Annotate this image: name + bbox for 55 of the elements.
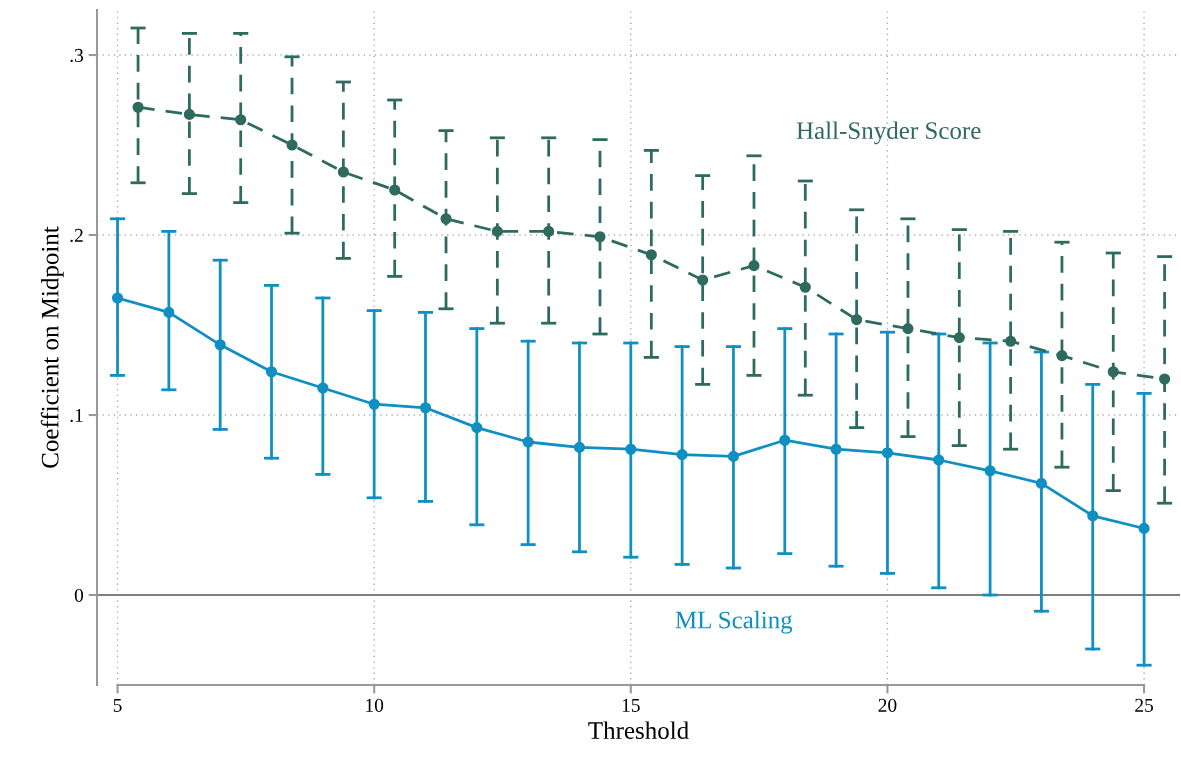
point xyxy=(851,314,863,326)
point xyxy=(953,332,965,344)
point xyxy=(389,184,401,196)
point xyxy=(440,213,452,225)
point xyxy=(594,231,606,243)
point xyxy=(522,436,534,448)
y-tick-label: .1 xyxy=(70,408,83,423)
point xyxy=(471,422,483,434)
point xyxy=(286,139,298,151)
point xyxy=(265,366,278,378)
x-axis-title: Threshold xyxy=(588,721,689,739)
point xyxy=(933,454,945,466)
x-tick-label: 25 xyxy=(1135,698,1154,712)
point xyxy=(881,447,893,459)
point xyxy=(163,306,175,318)
point xyxy=(573,441,586,453)
point xyxy=(799,281,811,293)
point xyxy=(183,108,195,120)
point xyxy=(1159,373,1171,385)
point xyxy=(111,292,124,304)
point xyxy=(830,443,842,455)
y-tick-label: .2 xyxy=(70,228,83,243)
point xyxy=(1035,477,1047,489)
x-tick-label: 5 xyxy=(113,698,122,712)
point xyxy=(625,443,637,455)
point xyxy=(727,450,740,462)
point xyxy=(697,274,709,286)
y-tick-label: .3 xyxy=(70,48,84,63)
point xyxy=(984,465,996,477)
text: Hall-Snyder Score xyxy=(796,121,981,145)
text: ML Scaling xyxy=(675,610,793,634)
point xyxy=(1087,510,1099,522)
point xyxy=(235,114,247,126)
x-tick-label: 15 xyxy=(622,698,640,712)
point xyxy=(748,260,760,272)
point xyxy=(491,225,503,237)
point xyxy=(676,449,688,461)
point xyxy=(214,339,226,351)
point xyxy=(645,249,657,261)
point xyxy=(902,323,914,335)
point xyxy=(1107,366,1119,378)
point xyxy=(1056,350,1068,362)
y-axis-title: Coefficient on Midpoint xyxy=(40,226,64,468)
point xyxy=(1138,522,1150,534)
point xyxy=(419,402,432,414)
x-tick-label: 20 xyxy=(878,698,897,712)
point xyxy=(337,166,349,178)
point xyxy=(779,434,791,446)
point xyxy=(543,225,555,237)
x-tick-label: 10 xyxy=(366,698,384,712)
y-tick-label: 0 xyxy=(74,588,84,602)
point xyxy=(1005,335,1017,347)
point xyxy=(368,398,380,410)
point xyxy=(132,101,144,113)
point xyxy=(317,382,329,394)
